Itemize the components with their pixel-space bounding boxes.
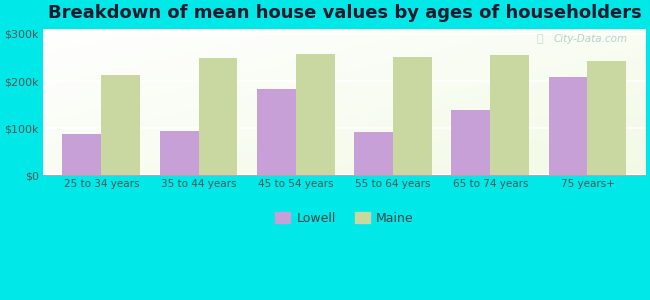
Bar [354,132,393,175]
Bar [296,54,335,175]
Bar [549,77,588,175]
Bar [393,57,432,175]
Bar [549,77,588,175]
Bar [588,61,627,175]
Bar [296,54,335,175]
Bar [160,131,198,175]
Text: ⓘ: ⓘ [537,34,543,44]
Bar [257,89,296,175]
Bar [198,58,237,175]
Bar [198,58,237,175]
Bar [62,134,101,175]
Bar [393,57,432,175]
Bar [257,89,296,175]
Legend: Lowell, Maine: Lowell, Maine [270,207,419,230]
Bar [354,132,393,175]
Bar [101,75,140,175]
Bar [451,110,490,175]
Bar [588,61,627,175]
Bar [451,110,490,175]
Title: Breakdown of mean house values by ages of householders: Breakdown of mean house values by ages o… [47,4,642,22]
Text: City-Data.com: City-Data.com [554,34,628,44]
Bar [62,134,101,175]
Bar [490,55,529,175]
Bar [160,131,198,175]
Bar [490,55,529,175]
Bar [101,75,140,175]
